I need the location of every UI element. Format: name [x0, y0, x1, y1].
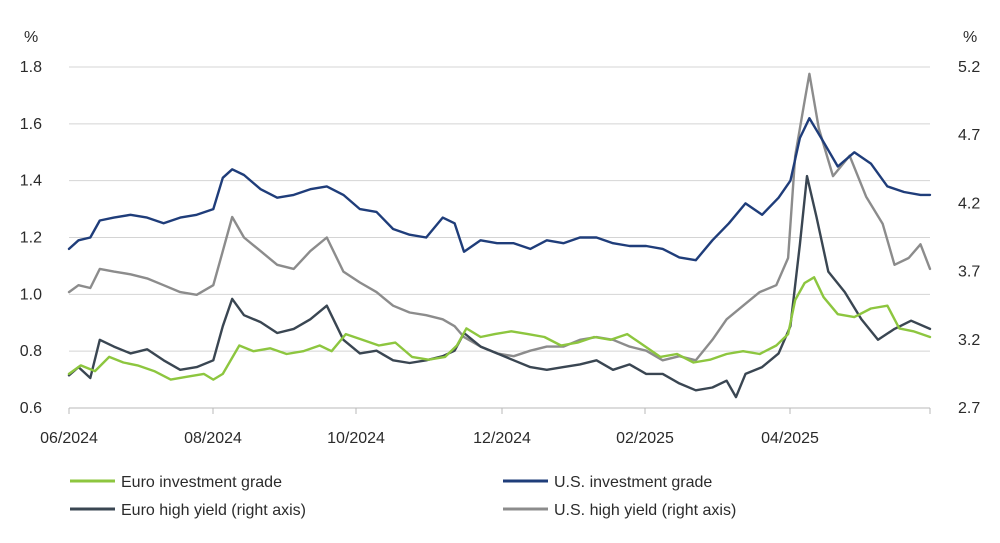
x-tick-label: 04/2025	[761, 430, 819, 447]
right-y-tick-label: 3.2	[958, 332, 980, 349]
left-y-tick-label: 0.6	[20, 400, 42, 417]
legend: Euro investment grade U.S. investment gra…	[70, 474, 736, 519]
left-axis-unit: %	[24, 29, 38, 46]
legend-label: Euro high yield (right axis)	[121, 502, 306, 519]
x-tick-label: 10/2024	[327, 430, 385, 447]
left-y-tick-label: 1.6	[20, 116, 42, 133]
series-line-0	[67, 276, 932, 381]
right-y-tick-label: 3.7	[958, 264, 980, 281]
x-tick-label: 02/2025	[616, 430, 674, 447]
right-y-tick-label: 4.7	[958, 127, 980, 144]
series-lines	[67, 72, 932, 399]
right-axis-unit: %	[963, 29, 977, 46]
gridlines	[69, 66, 930, 352]
x-tick-label: 08/2024	[184, 430, 242, 447]
x-tick-label: 06/2024	[40, 430, 98, 447]
right-y-tick-label: 5.2	[958, 59, 980, 76]
left-y-tick-label: 0.8	[20, 343, 42, 360]
left-y-tick-label: 1.0	[20, 286, 42, 303]
series-line-1	[67, 116, 932, 262]
right-y-tick-label: 2.7	[958, 400, 980, 417]
left-y-tick-label: 1.2	[20, 230, 42, 247]
series-line-3	[67, 72, 932, 362]
left-y-tick-label: 1.4	[20, 173, 42, 190]
right-y-tick-label: 4.2	[958, 195, 980, 212]
series-line-2	[67, 174, 932, 399]
legend-label: Euro investment grade	[121, 474, 282, 491]
x-tick-label: 12/2024	[473, 430, 531, 447]
left-y-tick-label: 1.8	[20, 59, 42, 76]
axes: 0.6 0.8 1.0 1.2 1.4 1.6 1.8 2.7 3.2 3.7 4.2 4.7 5.2%…	[20, 29, 981, 447]
legend-label: U.S. investment grade	[554, 474, 712, 491]
legend-label: U.S. high yield (right axis)	[554, 502, 736, 519]
